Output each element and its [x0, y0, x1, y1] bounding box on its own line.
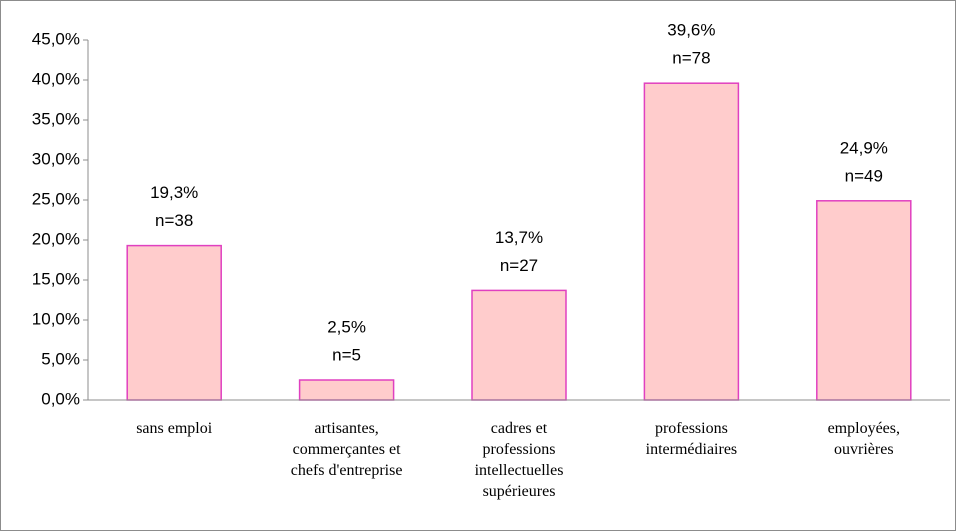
- bar: [816, 200, 912, 401]
- value-label: 2,5%: [327, 317, 366, 336]
- value-label: 13,7%: [495, 228, 543, 247]
- count-label: n=49: [845, 166, 883, 185]
- value-label: 24,9%: [840, 138, 888, 157]
- y-tick-label: 15,0%: [32, 269, 80, 288]
- x-tick-label: cadres et professions intellectuelles su…: [474, 420, 564, 500]
- y-tick-label: 40,0%: [32, 69, 80, 88]
- y-tick-label: 45,0%: [32, 29, 80, 48]
- y-tick-label: 35,0%: [32, 109, 80, 128]
- count-label: n=78: [672, 49, 710, 68]
- count-label: n=38: [155, 211, 193, 230]
- count-label: n=27: [500, 256, 538, 275]
- bar: [643, 82, 740, 401]
- x-tick-label: artisantes, commerçantes et chefs d'entr…: [290, 420, 403, 479]
- y-tick-label: 25,0%: [32, 189, 80, 208]
- y-tick-label: 5,0%: [41, 349, 80, 368]
- count-label: n=5: [332, 345, 361, 364]
- x-tick-label: sans emploi: [136, 420, 213, 437]
- y-tick-label: 10,0%: [32, 309, 80, 328]
- y-tick-label: 30,0%: [32, 149, 80, 168]
- value-label: 39,6%: [667, 21, 715, 40]
- x-tick-label: professions intermédiaires: [645, 420, 738, 458]
- x-tick-label: employées, ouvrières: [827, 420, 900, 458]
- bar: [298, 379, 395, 401]
- value-label: 19,3%: [150, 183, 198, 202]
- y-tick-label: 20,0%: [32, 229, 80, 248]
- bar: [126, 244, 222, 401]
- y-tick-label: 0,0%: [41, 389, 80, 408]
- bar: [471, 289, 567, 401]
